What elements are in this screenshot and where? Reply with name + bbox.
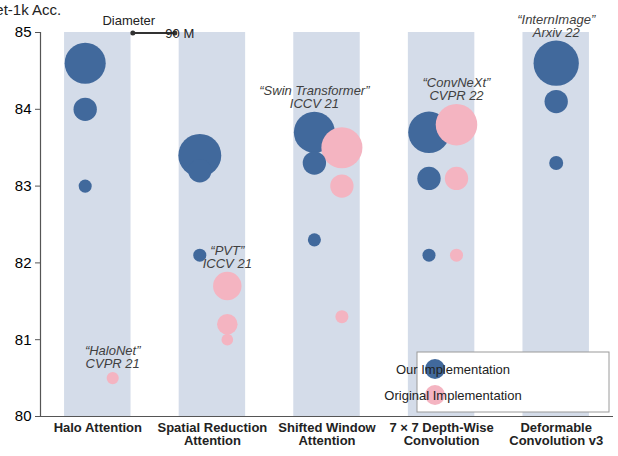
svg-text:DeformableConvolution v3: DeformableConvolution v3 [509,420,603,448]
svg-text:84: 84 [15,100,32,117]
svg-text:81: 81 [15,331,32,348]
svg-text:83: 83 [15,177,32,194]
svg-text:Shifted WindowAttention: Shifted WindowAttention [278,420,376,448]
svg-text:Spatial ReductionAttention: Spatial ReductionAttention [158,420,268,448]
svg-text:ImageNet-1k Acc.: ImageNet-1k Acc. [0,1,61,18]
svg-text:7 × 7 Depth-WiseConvolution: 7 × 7 Depth-WiseConvolution [389,420,493,448]
svg-text:80: 80 [15,407,32,424]
svg-text:Original Implementation: Original Implementation [384,388,521,403]
svg-text:Our Implementation: Our Implementation [396,362,510,377]
svg-text:“HaloNet”CVPR 21: “HaloNet”CVPR 21 [85,343,141,371]
svg-text:Halo Attention: Halo Attention [54,420,142,435]
svg-text:Diameter: Diameter [102,13,155,28]
svg-text:“PVT”ICCV 21: “PVT”ICCV 21 [203,243,252,271]
svg-text:90 M: 90 M [165,26,194,41]
svg-text:85: 85 [15,23,32,40]
svg-text:82: 82 [15,254,32,271]
svg-text:“Swin Transformer”ICCV 21: “Swin Transformer”ICCV 21 [259,83,370,111]
svg-text:“InternImage”Arxiv 22: “InternImage”Arxiv 22 [517,12,596,40]
svg-text:“ConvNeXt”CVPR 22: “ConvNeXt”CVPR 22 [423,75,492,103]
